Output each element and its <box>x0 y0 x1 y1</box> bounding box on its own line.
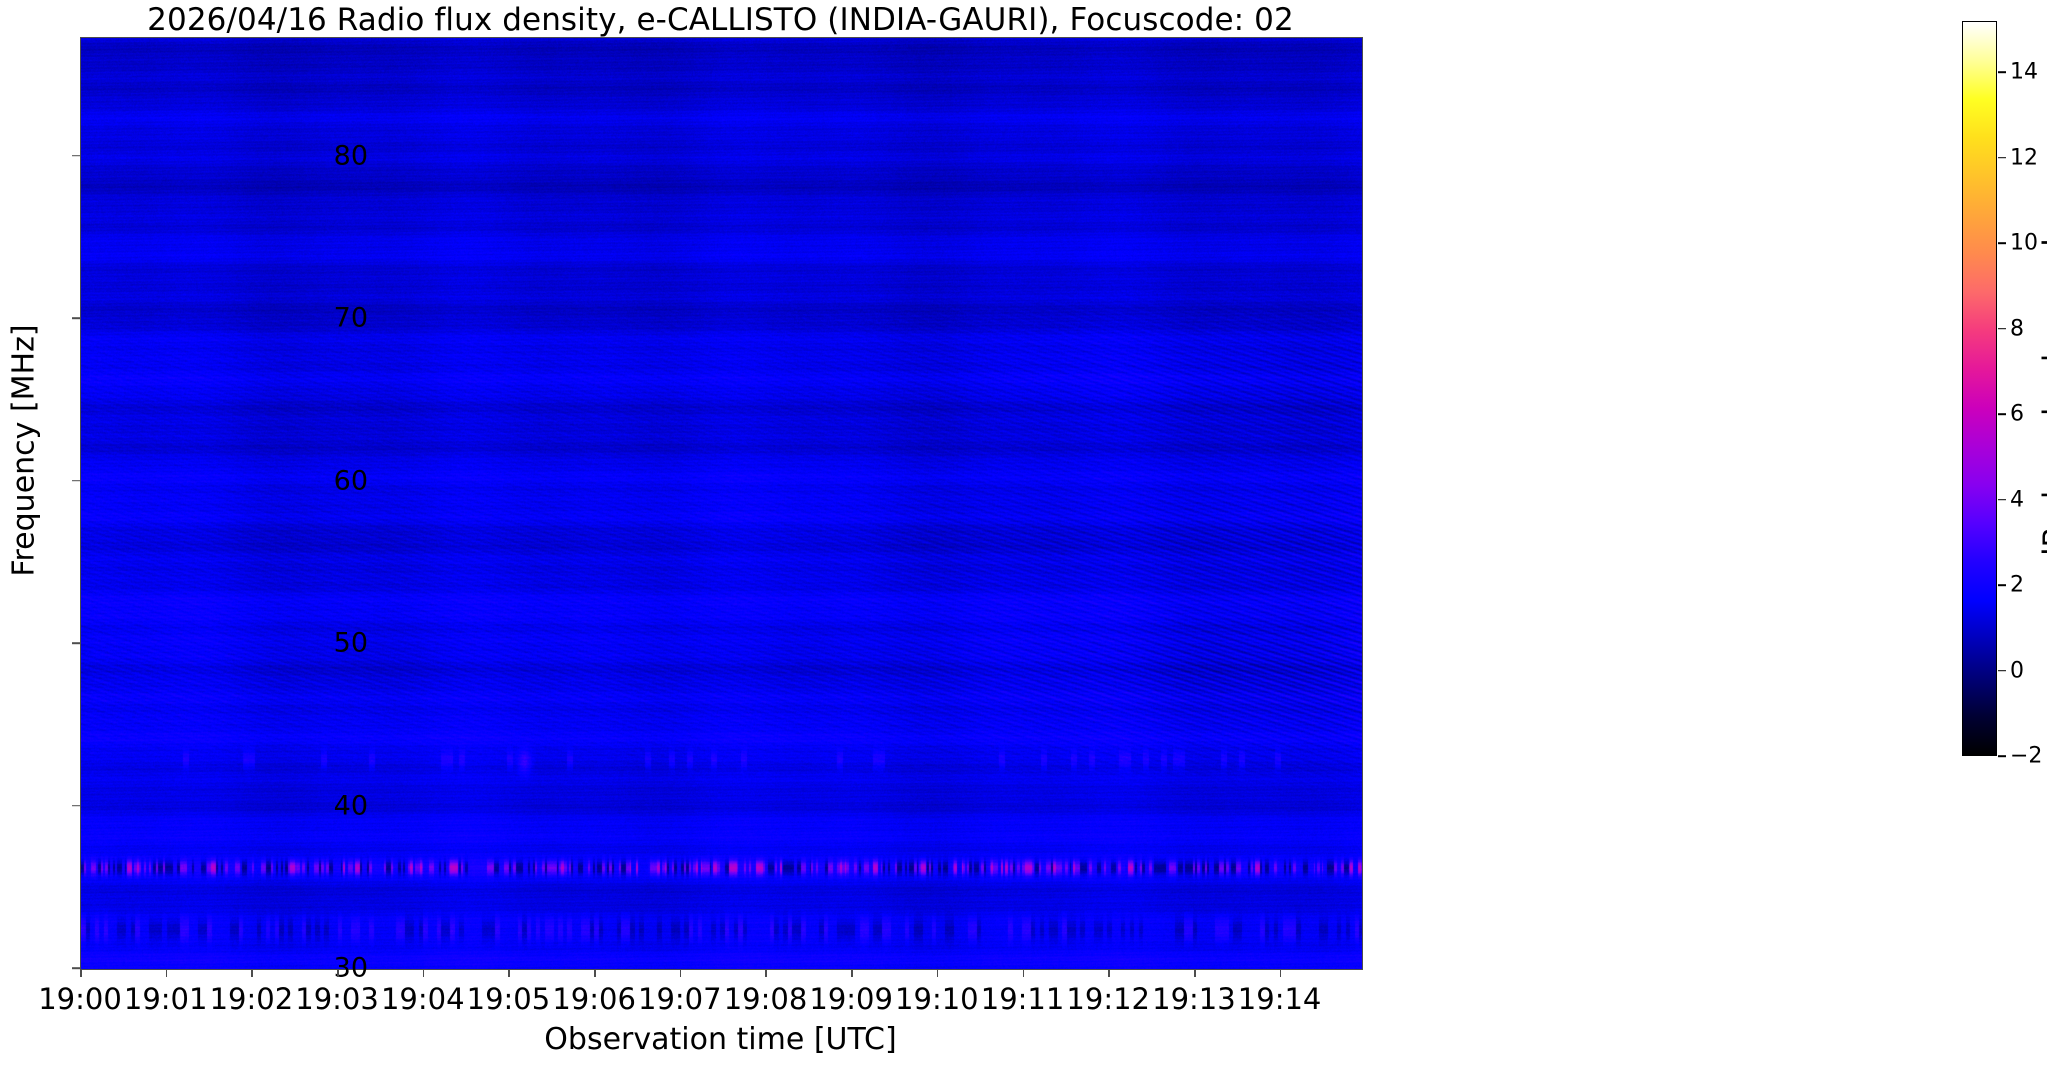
colorbar-tick-mark <box>1998 584 2006 586</box>
x-tick-label: 19:01 <box>123 982 208 1016</box>
colorbar-tick-label: 10 <box>2010 230 2038 256</box>
colorbar-tick-mark <box>1998 755 2006 757</box>
colorbar-tick-label: 0 <box>2010 658 2024 684</box>
x-tick-label: 19:12 <box>1066 982 1151 1016</box>
y-tick-mark <box>72 479 80 482</box>
colorbar-tick-mark <box>1998 669 2006 672</box>
y-tick-label: 50 <box>333 627 368 659</box>
colorbar-tick-mark <box>1998 156 2006 159</box>
y-axis-label: Frequency [MHz] <box>6 324 42 577</box>
colorbar-tick-label: 2 <box>2010 572 2024 598</box>
colorbar <box>1962 21 1997 756</box>
y-tick-mark <box>72 804 80 807</box>
y-tick-mark <box>72 317 80 319</box>
colorbar-tick-label: −2 <box>2010 743 2043 769</box>
x-tick-label: 19:11 <box>980 982 1065 1016</box>
x-tick-label: 19:07 <box>638 982 722 1016</box>
x-tick-label: 19:04 <box>380 982 465 1016</box>
colorbar-tick-label: 12 <box>2010 145 2038 171</box>
x-tick-mark <box>851 969 853 977</box>
y-tick-label: 80 <box>333 140 368 172</box>
x-tick-mark <box>422 969 425 977</box>
x-tick-label: 19:05 <box>466 982 551 1016</box>
x-tick-label: 19:09 <box>809 982 893 1016</box>
colorbar-tick-mark <box>1998 327 2006 330</box>
x-tick-label: 19:13 <box>1152 982 1236 1016</box>
x-tick-mark <box>251 969 253 977</box>
x-tick-mark <box>765 969 768 977</box>
x-tick-mark <box>1279 969 1282 977</box>
x-tick-label: 19:00 <box>38 982 122 1016</box>
x-tick-mark <box>679 969 682 977</box>
x-tick-mark <box>936 969 939 977</box>
colorbar-tick-mark <box>1998 498 2006 501</box>
x-tick-label: 19:14 <box>1237 982 1322 1016</box>
y-tick-mark <box>72 642 80 644</box>
colorbar-tick-label: 8 <box>2010 316 2024 342</box>
x-tick-label: 19:03 <box>295 982 379 1016</box>
x-tick-mark <box>80 969 82 977</box>
x-tick-label: 19:10 <box>895 982 979 1016</box>
colorbar-tick-label: 6 <box>2010 401 2024 427</box>
x-tick-mark <box>1022 969 1025 977</box>
x-tick-mark <box>1108 969 1110 977</box>
x-tick-label: 19:08 <box>723 982 808 1016</box>
x-tick-label: 19:02 <box>209 982 294 1016</box>
spectrogram-image <box>81 38 1362 969</box>
colorbar-tick-label: 14 <box>2010 59 2038 85</box>
colorbar-tick-mark <box>1998 413 2006 415</box>
colorbar-label: dB above background <box>2037 238 2047 567</box>
plot-area[interactable] <box>80 37 1363 970</box>
y-tick-label: 60 <box>333 465 368 497</box>
x-tick-mark <box>165 969 168 977</box>
x-tick-label: 19:06 <box>552 982 636 1016</box>
y-tick-label: 40 <box>333 790 368 822</box>
x-tick-mark <box>594 969 596 977</box>
page-title: 2026/04/16 Radio flux density, e-CALLIST… <box>147 2 1294 38</box>
colorbar-tick-label: 4 <box>2010 487 2024 513</box>
y-tick-mark <box>72 154 80 157</box>
y-tick-label: 70 <box>333 302 368 334</box>
x-tick-mark <box>1193 969 1196 977</box>
x-axis-label: Observation time [UTC] <box>544 1022 897 1057</box>
colorbar-tick-mark <box>1998 242 2006 244</box>
y-tick-mark <box>72 967 80 969</box>
colorbar-tick-mark <box>1998 71 2006 74</box>
colorbar-gradient <box>1963 22 1996 755</box>
x-tick-mark <box>337 969 339 977</box>
y-tick-label: 30 <box>333 952 368 984</box>
x-tick-mark <box>508 969 511 977</box>
